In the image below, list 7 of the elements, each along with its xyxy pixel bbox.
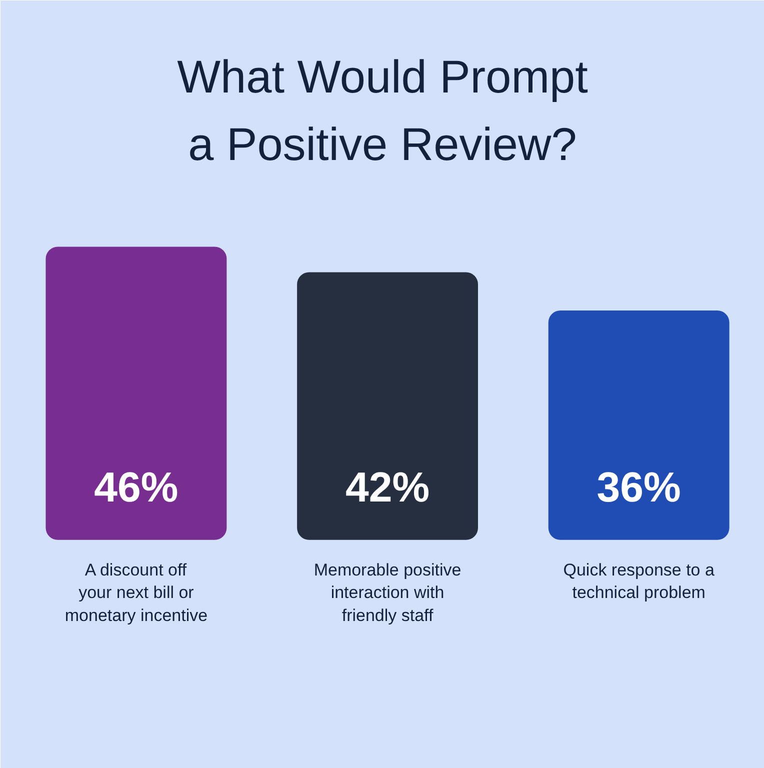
x-tick-label: A discount off your next bill or monetary incentive — [64, 560, 208, 625]
data-label: 42% — [345, 464, 430, 511]
x-tick-label: Memorable positive interaction with friendly staff — [314, 560, 462, 625]
chart-title: What Would Prompt a Positive Review? — [177, 50, 588, 170]
x-tick-label: Quick response to a technical problem — [563, 560, 715, 602]
data-label: 46% — [94, 464, 178, 511]
data-label: 36% — [596, 464, 681, 511]
